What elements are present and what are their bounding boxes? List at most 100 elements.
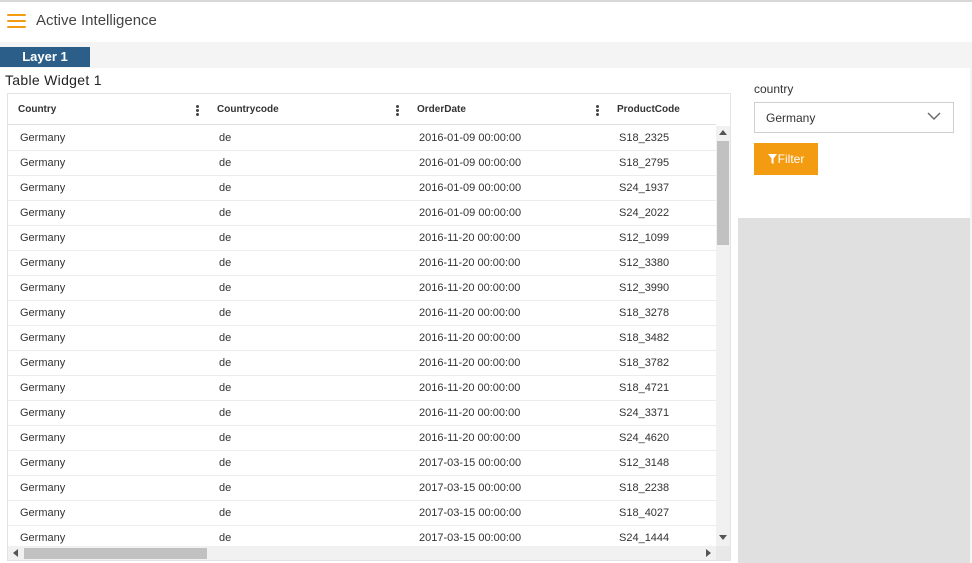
table-row[interactable]: Germany de 2016-11-20 00:00:00 S18_4721 xyxy=(8,376,716,401)
table-cell-country: Germany xyxy=(20,182,66,194)
table-row[interactable]: Germany de 2016-11-20 00:00:00 S18_3278 xyxy=(8,301,716,326)
filter-button[interactable]: Filter xyxy=(754,143,818,175)
table-cell-country: Germany xyxy=(20,332,66,344)
table-row[interactable]: Germany de 2016-11-20 00:00:00 S18_3782 xyxy=(8,351,716,376)
table-cell-productcode: S18_3782 xyxy=(619,357,670,369)
panel-edge xyxy=(970,68,972,563)
table-row[interactable]: Germany de 2016-11-20 00:00:00 S12_3380 xyxy=(8,251,716,276)
table-row[interactable]: Germany de 2017-03-15 00:00:00 S24_1444 xyxy=(8,526,716,546)
table-cell-country: Germany xyxy=(20,207,66,219)
table-cell-orderdate: 2016-11-20 00:00:00 xyxy=(419,432,521,444)
table-row[interactable]: Germany de 2016-01-09 00:00:00 S24_2022 xyxy=(8,201,716,226)
table-row[interactable]: Germany de 2016-01-09 00:00:00 S24_1937 xyxy=(8,176,716,201)
table-cell-productcode: S24_1937 xyxy=(619,182,670,194)
empty-panel xyxy=(738,218,970,563)
table-cell-productcode: S24_2022 xyxy=(619,207,670,219)
scrollbar-corner xyxy=(716,546,730,560)
filter-widget: country Germany Filter xyxy=(738,68,970,218)
table-cell-productcode: S18_2795 xyxy=(619,157,670,169)
filter-button-label: Filter xyxy=(777,152,805,166)
table-row[interactable]: Germany de 2017-03-15 00:00:00 S18_2238 xyxy=(8,476,716,501)
grid-body: Germany de 2016-01-09 00:00:00 S18_2325 Germ… xyxy=(8,126,716,546)
table-cell-countrycode: de xyxy=(219,407,232,419)
select-value: Germany xyxy=(766,111,816,125)
column-header-productcode[interactable]: ProductCode xyxy=(617,104,680,115)
table-cell-country: Germany xyxy=(20,282,66,294)
table-cell-countrycode: de xyxy=(219,332,232,344)
table-row[interactable]: Germany de 2016-01-09 00:00:00 S18_2325 xyxy=(8,126,716,151)
chevron-down-icon xyxy=(927,112,941,120)
table-row[interactable]: Germany de 2016-11-20 00:00:00 S24_3371 xyxy=(8,401,716,426)
table-cell-productcode: S24_1444 xyxy=(619,532,670,544)
table-cell-orderdate: 2016-11-20 00:00:00 xyxy=(419,382,521,394)
table-cell-countrycode: de xyxy=(219,357,232,369)
table-row[interactable]: Germany de 2017-03-15 00:00:00 S18_4027 xyxy=(8,501,716,526)
column-menu-icon[interactable] xyxy=(196,105,199,116)
table-cell-countrycode: de xyxy=(219,457,232,469)
table-cell-countrycode: de xyxy=(219,307,232,319)
country-select[interactable]: Germany xyxy=(754,102,954,133)
tab-layer-1[interactable]: Layer 1 xyxy=(0,47,90,67)
table-cell-productcode: S18_3482 xyxy=(619,332,670,344)
table-cell-productcode: S24_4620 xyxy=(619,432,670,444)
scroll-up-icon[interactable] xyxy=(719,130,727,135)
table-cell-orderdate: 2016-11-20 00:00:00 xyxy=(419,282,521,294)
table-cell-country: Germany xyxy=(20,357,66,369)
table-cell-orderdate: 2017-03-15 00:00:00 xyxy=(419,532,522,544)
funnel-icon xyxy=(767,153,777,164)
column-menu-icon[interactable] xyxy=(596,105,599,116)
column-header-countrycode[interactable]: Countrycode xyxy=(217,104,279,115)
table-cell-country: Germany xyxy=(20,407,66,419)
table-cell-country: Germany xyxy=(20,532,66,544)
vertical-scrollbar[interactable] xyxy=(716,126,730,546)
table-row[interactable]: Germany de 2017-03-15 00:00:00 S12_3148 xyxy=(8,451,716,476)
column-menu-icon[interactable] xyxy=(396,105,399,116)
top-border xyxy=(0,0,972,2)
scroll-down-icon[interactable] xyxy=(719,535,727,540)
table-cell-countrycode: de xyxy=(219,132,232,144)
table-cell-country: Germany xyxy=(20,307,66,319)
table-cell-countrycode: de xyxy=(219,182,232,194)
table-cell-country: Germany xyxy=(20,457,66,469)
table-cell-countrycode: de xyxy=(219,432,232,444)
table-cell-countrycode: de xyxy=(219,207,232,219)
table-cell-country: Germany xyxy=(20,507,66,519)
table-row[interactable]: Germany de 2016-11-20 00:00:00 S12_1099 xyxy=(8,226,716,251)
table-cell-country: Germany xyxy=(20,157,66,169)
table-row[interactable]: Germany de 2016-11-20 00:00:00 S12_3990 xyxy=(8,276,716,301)
hamburger-icon[interactable] xyxy=(7,14,26,28)
column-header-country[interactable]: Country xyxy=(18,104,57,115)
scroll-thumb[interactable] xyxy=(717,141,729,245)
table-cell-orderdate: 2016-11-20 00:00:00 xyxy=(419,307,521,319)
scroll-thumb[interactable] xyxy=(24,548,207,559)
table-cell-productcode: S18_2238 xyxy=(619,482,670,494)
table-cell-countrycode: de xyxy=(219,382,232,394)
column-header-orderdate[interactable]: OrderDate xyxy=(417,104,466,115)
table-cell-countrycode: de xyxy=(219,282,232,294)
table-cell-countrycode: de xyxy=(219,157,232,169)
app-title: Active Intelligence xyxy=(36,12,157,29)
table-cell-orderdate: 2016-01-09 00:00:00 xyxy=(419,157,522,169)
table-cell-productcode: S18_4721 xyxy=(619,382,670,394)
widget-title: Table Widget 1 xyxy=(5,72,102,88)
table-cell-orderdate: 2016-11-20 00:00:00 xyxy=(419,407,521,419)
scroll-right-icon[interactable] xyxy=(706,549,711,557)
table-cell-country: Germany xyxy=(20,257,66,269)
table-widget: Table Widget 1 Country Countrycode Order… xyxy=(0,68,738,563)
table-cell-productcode: S12_3990 xyxy=(619,282,670,294)
table-cell-orderdate: 2017-03-15 00:00:00 xyxy=(419,507,522,519)
table-cell-countrycode: de xyxy=(219,482,232,494)
data-grid: Country Countrycode OrderDate ProductCod… xyxy=(7,93,731,561)
table-row[interactable]: Germany de 2016-11-20 00:00:00 S24_4620 xyxy=(8,426,716,451)
table-row[interactable]: Germany de 2016-11-20 00:00:00 S18_3482 xyxy=(8,326,716,351)
table-cell-productcode: S12_3148 xyxy=(619,457,670,469)
table-cell-countrycode: de xyxy=(219,532,232,544)
table-cell-country: Germany xyxy=(20,482,66,494)
table-cell-orderdate: 2016-11-20 00:00:00 xyxy=(419,257,521,269)
table-cell-orderdate: 2016-01-09 00:00:00 xyxy=(419,182,522,194)
horizontal-scrollbar[interactable] xyxy=(8,546,716,560)
scroll-left-icon[interactable] xyxy=(13,549,18,557)
table-row[interactable]: Germany de 2016-01-09 00:00:00 S18_2795 xyxy=(8,151,716,176)
table-cell-countrycode: de xyxy=(219,507,232,519)
table-cell-orderdate: 2017-03-15 00:00:00 xyxy=(419,457,522,469)
